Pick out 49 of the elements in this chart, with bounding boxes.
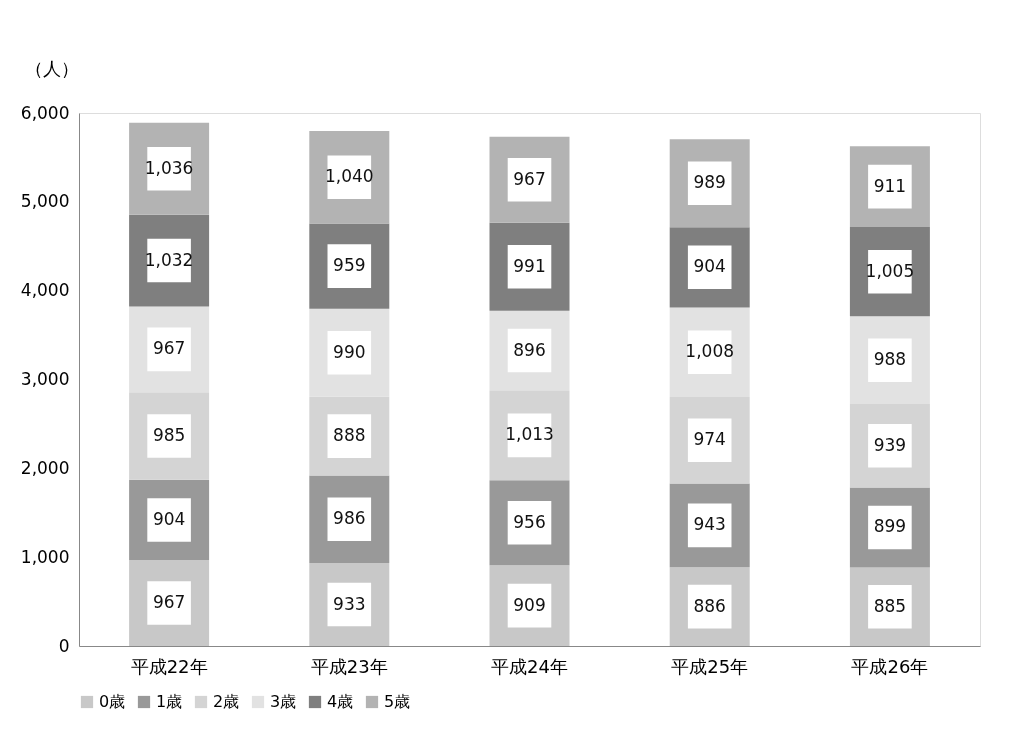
y-axis-title: （人） bbox=[24, 57, 79, 79]
data-label: 967 bbox=[152, 592, 186, 613]
data-label: 939 bbox=[873, 434, 907, 455]
y-tick-label: 3,000 bbox=[20, 369, 70, 389]
data-label: 885 bbox=[873, 595, 907, 616]
x-tick-label: 平成23年 bbox=[310, 655, 388, 677]
legend-label: 4歳 bbox=[327, 692, 354, 711]
legend-label: 3歳 bbox=[270, 692, 297, 711]
data-label: 1,036 bbox=[144, 157, 194, 178]
data-label: 1,008 bbox=[685, 341, 735, 362]
data-label: 967 bbox=[513, 168, 546, 189]
data-label: 933 bbox=[333, 593, 366, 614]
x-tick-label: 平成22年 bbox=[130, 655, 208, 677]
data-label: 888 bbox=[333, 425, 366, 446]
data-label: 899 bbox=[873, 516, 907, 537]
data-label: 974 bbox=[693, 429, 726, 450]
data-label: 967 bbox=[152, 338, 186, 359]
legend-label: 0歳 bbox=[99, 692, 126, 711]
y-tick-label: 6,000 bbox=[20, 102, 70, 123]
y-tick-label: 1,000 bbox=[20, 546, 70, 567]
data-label: 1,032 bbox=[144, 249, 194, 270]
legend-label: 1歳 bbox=[156, 692, 183, 711]
x-tick-label: 平成26年 bbox=[851, 655, 929, 677]
data-label: 943 bbox=[693, 514, 726, 535]
data-label: 1,040 bbox=[324, 166, 374, 187]
y-tick-label: 4,000 bbox=[20, 280, 70, 301]
data-label: 959 bbox=[333, 255, 366, 276]
data-label: 989 bbox=[693, 172, 726, 193]
data-label: 896 bbox=[513, 339, 546, 360]
data-label: 904 bbox=[693, 256, 726, 277]
data-label: 911 bbox=[873, 175, 907, 196]
data-label: 1,013 bbox=[505, 424, 554, 445]
data-label: 986 bbox=[333, 508, 366, 529]
y-tick-label: 5,000 bbox=[20, 191, 70, 212]
y-tick-label: 2,000 bbox=[20, 457, 70, 478]
x-tick-label: 平成25年 bbox=[671, 655, 749, 677]
data-label: 909 bbox=[513, 594, 546, 615]
data-label: 988 bbox=[873, 349, 907, 370]
y-tick-label: 0 bbox=[58, 635, 70, 656]
data-label: 1,005 bbox=[865, 260, 915, 281]
data-label: 886 bbox=[693, 595, 726, 616]
x-tick-label: 平成24年 bbox=[491, 655, 568, 677]
data-label: 904 bbox=[152, 508, 186, 529]
data-label: 991 bbox=[513, 255, 546, 276]
legend-label: 5歳 bbox=[384, 692, 411, 711]
legend-label: 2歳 bbox=[213, 692, 240, 711]
data-label: 990 bbox=[333, 341, 366, 362]
data-label: 956 bbox=[513, 511, 546, 532]
data-label: 985 bbox=[152, 425, 186, 446]
